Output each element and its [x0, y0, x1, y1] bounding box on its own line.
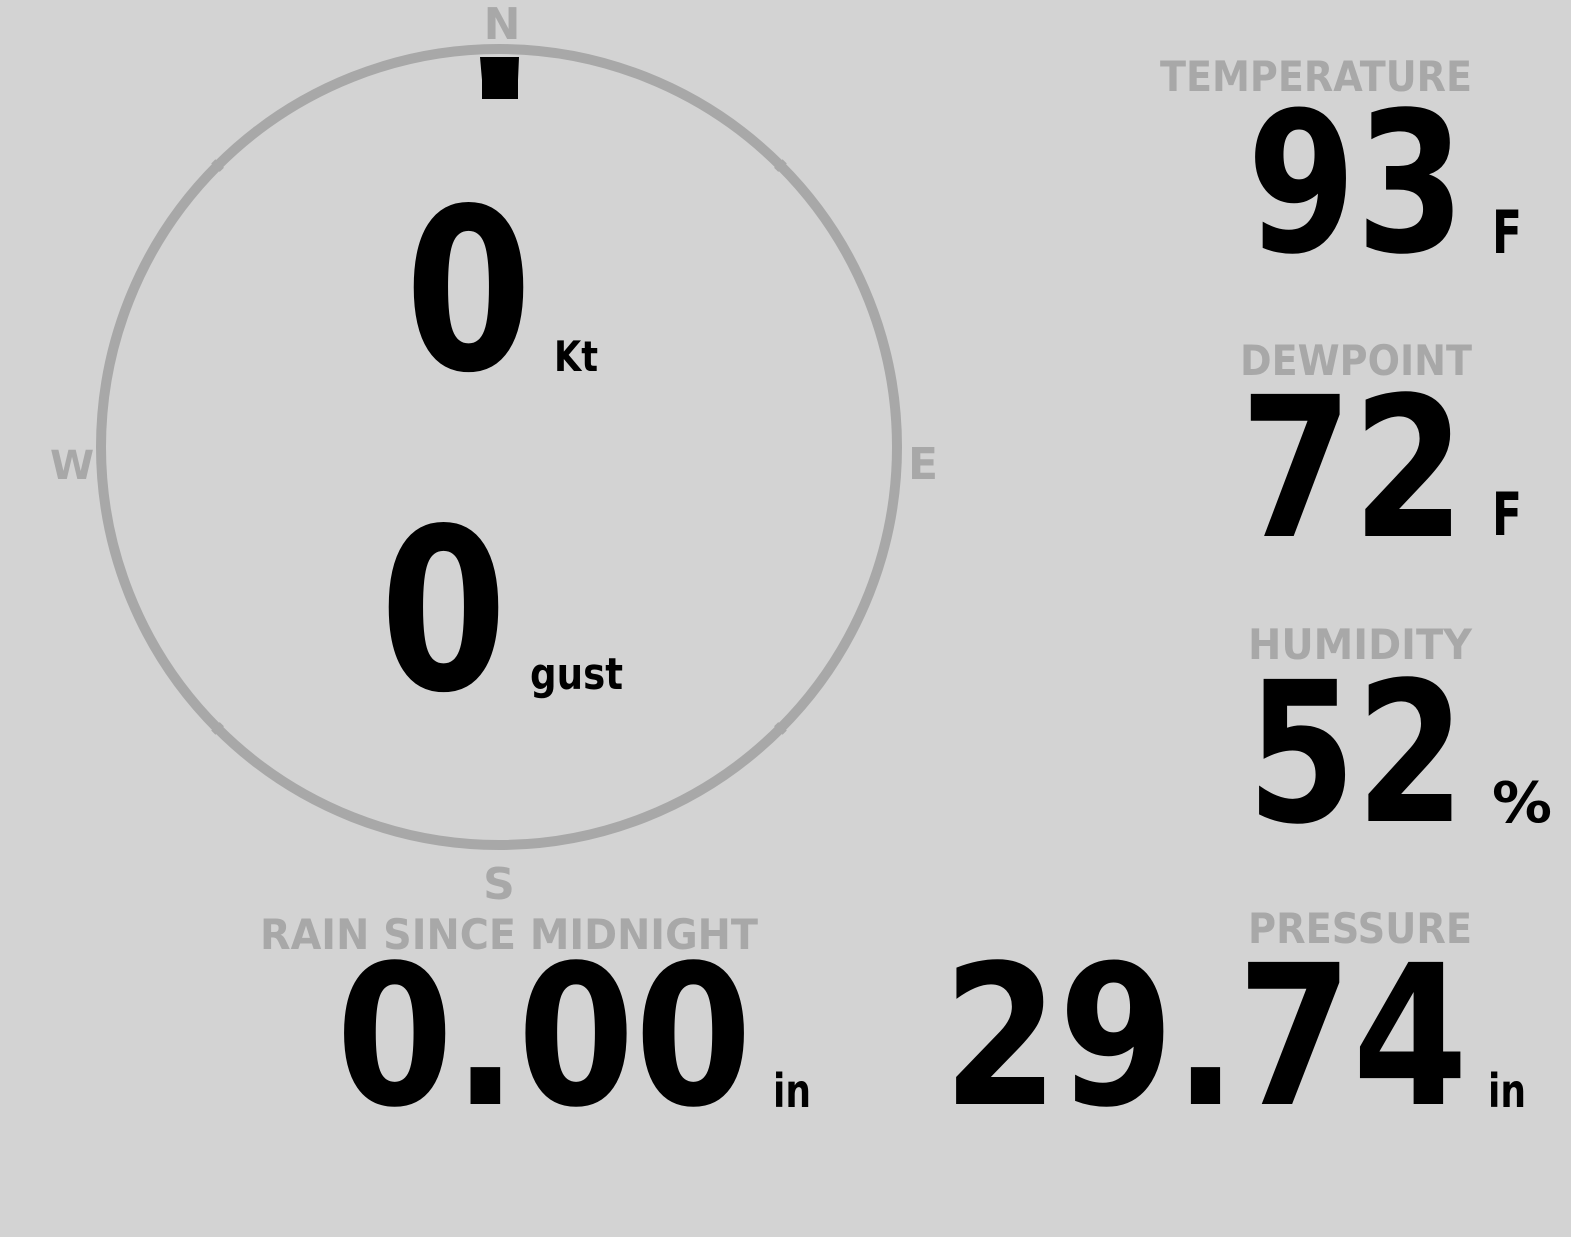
- wind-direction-marker: [480, 57, 519, 99]
- wind-direction-indicator: [480, 57, 519, 99]
- compass-tick: [774, 159, 787, 172]
- rain-unit: in: [773, 1064, 811, 1118]
- temperature-label: TEMPERATURE: [1160, 52, 1472, 101]
- pressure-label: PRESSURE: [1248, 904, 1472, 953]
- temperature-unit: F: [1492, 198, 1522, 268]
- rain-label: RAIN SINCE MIDNIGHT: [260, 910, 758, 959]
- wind-speed-value: 0: [404, 161, 532, 423]
- compass-tick: [211, 159, 224, 172]
- dewpoint-value: 72: [1240, 355, 1465, 582]
- compass-north-label: N: [483, 0, 521, 50]
- compass-tick: [774, 722, 787, 735]
- pressure-unit: in: [1488, 1064, 1526, 1118]
- humidity-label: HUMIDITY: [1248, 620, 1472, 669]
- wind-gust-value: 0: [379, 481, 507, 743]
- dewpoint-unit: F: [1492, 480, 1522, 550]
- humidity-value: 52: [1247, 640, 1465, 867]
- dewpoint-label: DEWPOINT: [1240, 336, 1472, 385]
- compass-dial: [96, 44, 902, 850]
- compass-west-label: W: [50, 443, 95, 489]
- rain-value: 0.00: [336, 923, 752, 1150]
- wind-speed-unit: Kt: [554, 332, 598, 381]
- compass-east-label: E: [908, 439, 939, 490]
- pressure-value: 29.74: [943, 923, 1468, 1150]
- wind-gust-label: gust: [530, 649, 623, 700]
- compass-south-label: S: [483, 859, 515, 910]
- compass-tick: [211, 722, 224, 735]
- temperature-value: 93: [1247, 70, 1465, 297]
- humidity-unit: %: [1492, 771, 1552, 836]
- compass-ticks: [211, 159, 787, 735]
